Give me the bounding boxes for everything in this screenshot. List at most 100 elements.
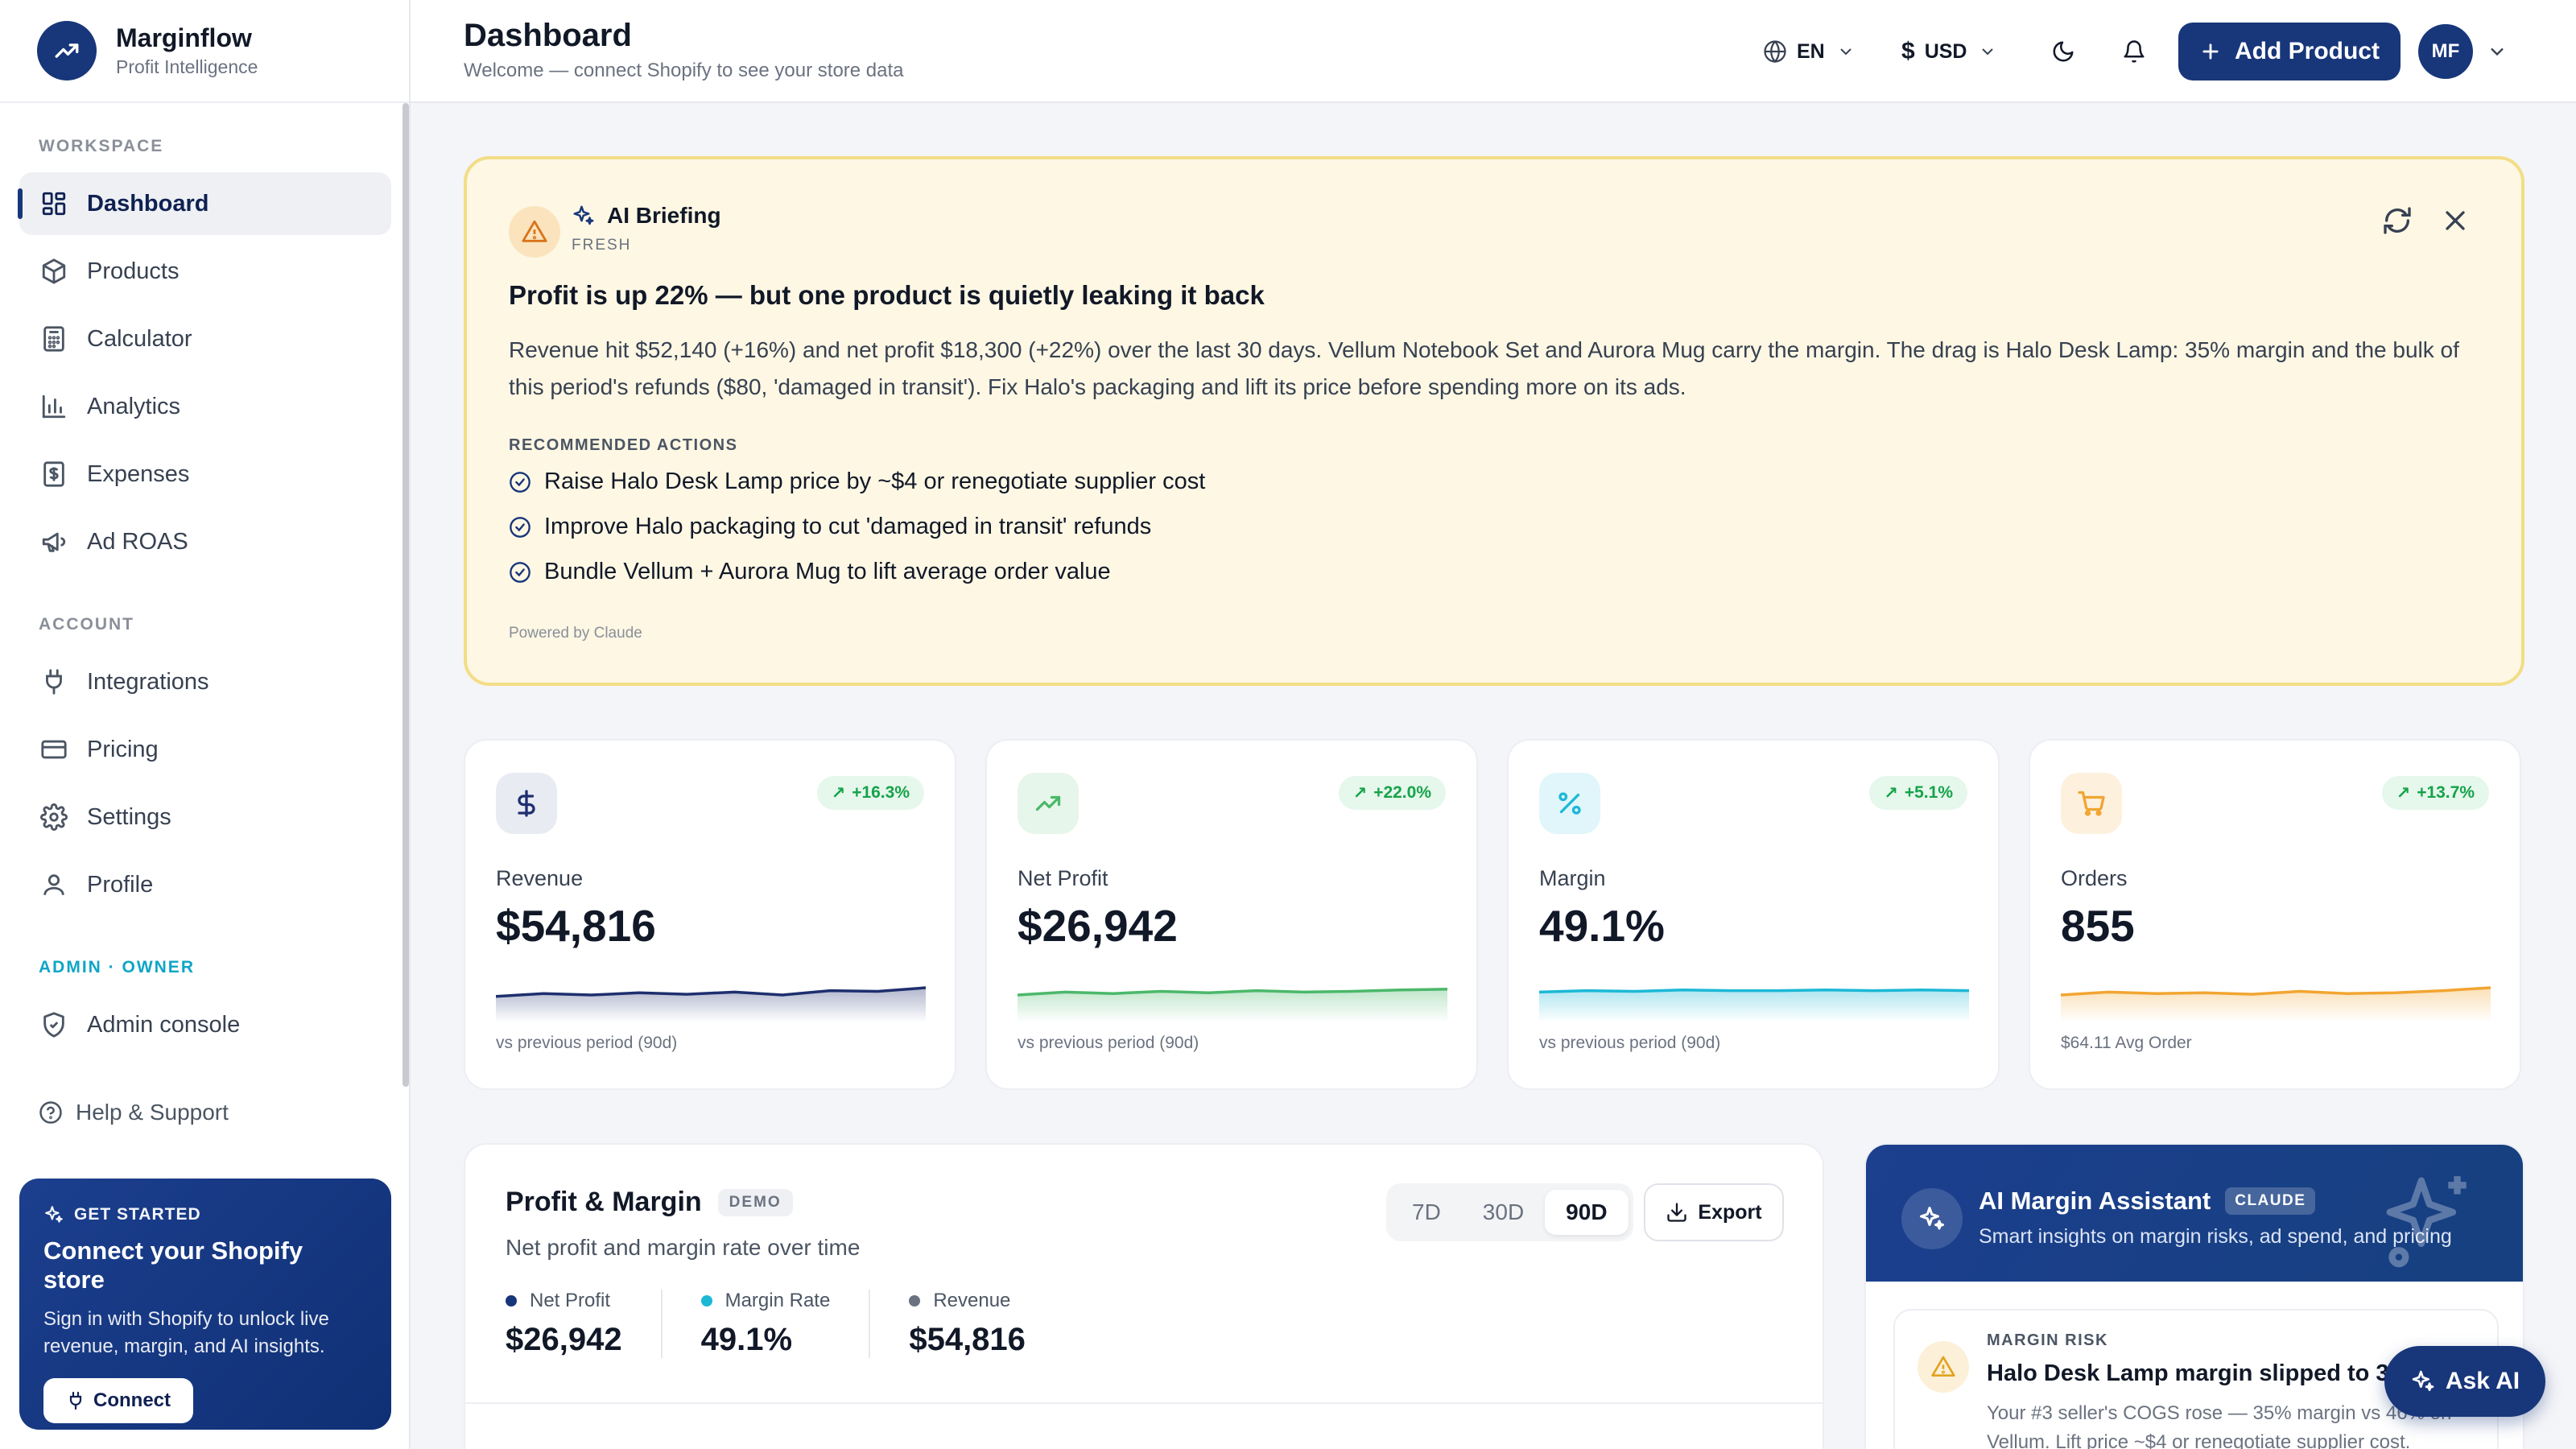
sidebar-item-dashboard[interactable]: Dashboard: [18, 172, 391, 235]
sidebar-scrollbar[interactable]: [402, 103, 409, 1087]
kpi-card-net-profit[interactable]: ↗ +22.0% Net Profit $26,942 vs previous p…: [985, 739, 1478, 1090]
section-label-admin: ADMIN · OWNER: [39, 958, 195, 976]
briefing-body: Revenue hit $52,140 (+16%) and net profi…: [509, 337, 2459, 399]
receipt-icon: [43, 461, 64, 487]
globe-icon: [1764, 40, 1786, 64]
assistant-title: AI Margin Assistant CLAUDE: [1979, 1187, 2316, 1216]
warning-icon: [509, 206, 560, 258]
shield-icon: [43, 1012, 64, 1038]
add-product-label: Add Product: [2235, 38, 2380, 64]
avatar[interactable]: MF: [2418, 24, 2473, 79]
theme-toggle[interactable]: [2051, 0, 2075, 103]
assistant-subtitle: Smart insights on margin risks, ad spend…: [1979, 1225, 2452, 1248]
bar-chart-icon: [42, 394, 66, 419]
range-7d[interactable]: 7D: [1412, 1199, 1441, 1224]
kpi-card-orders[interactable]: ↗ +13.7% Orders 855 $64.11 Avg Order: [2029, 739, 2521, 1090]
arrow-up-right-icon: ↗: [831, 783, 846, 803]
stat-value: $26,942: [506, 1322, 622, 1357]
sidebar-item-pricing[interactable]: Pricing: [19, 718, 391, 781]
ask-ai-button[interactable]: Ask AI: [2384, 1346, 2545, 1417]
help-circle-icon: [39, 1101, 62, 1124]
percent-icon: [1539, 773, 1600, 834]
range-30d[interactable]: 30D: [1482, 1199, 1525, 1224]
currency-selector[interactable]: $ USD: [1901, 0, 1997, 103]
notifications-button[interactable]: [2122, 0, 2146, 103]
sidebar-item-analytics[interactable]: Analytics: [19, 375, 391, 438]
claude-badge: CLAUDE: [2225, 1187, 2316, 1215]
sidebar-item-label: Ad ROAS: [87, 528, 188, 555]
briefing-label: AI Briefing: [607, 203, 721, 228]
kpi-card-revenue[interactable]: ↗ +16.3% Revenue $54,816 vs previous peri…: [464, 739, 956, 1090]
gear-icon: [40, 803, 68, 831]
recommended-action: Improve Halo packaging to cut 'damaged i…: [509, 514, 1151, 540]
sidebar-item-label: Calculator: [87, 325, 192, 352]
currency-value: USD: [1924, 39, 1967, 63]
sidebar-item-profile[interactable]: Profile: [19, 853, 391, 916]
language-selector[interactable]: EN: [1763, 0, 1856, 103]
export-button[interactable]: Export: [1644, 1183, 1784, 1241]
trending-up-icon[interactable]: [37, 21, 97, 80]
legend-dot: [700, 1295, 712, 1307]
range-selector: 7D 30D 90D: [1386, 1183, 1633, 1241]
briefing-header: AI Briefing: [572, 203, 721, 229]
check-circle-icon: [510, 516, 530, 538]
sidebar-item-settings[interactable]: Settings: [19, 786, 391, 848]
page-subtitle: Welcome — connect Shopify to see your st…: [464, 60, 904, 81]
kpi-sparkline: [496, 986, 926, 1022]
kpi-card-margin[interactable]: ↗ +5.1% Margin 49.1% vs previous period (…: [1507, 739, 2000, 1090]
user-icon: [43, 874, 64, 895]
sidebar-item-admin-console[interactable]: Admin console: [19, 993, 391, 1056]
sidebar-item-label: Admin console: [87, 1011, 241, 1038]
range-90d[interactable]: 90D: [1545, 1190, 1629, 1235]
plus-icon: [2202, 43, 2219, 60]
action-text: Improve Halo packaging to cut 'damaged i…: [544, 514, 1152, 539]
sidebar-item-integrations[interactable]: Integrations: [19, 650, 391, 713]
kpi-value: 49.1%: [1539, 901, 1665, 951]
plug-icon: [46, 669, 62, 695]
sparkline-area: [2061, 988, 2491, 1022]
help-support-link[interactable]: Help & Support: [39, 1100, 229, 1125]
powered-by: Powered by Claude: [509, 625, 642, 642]
add-product-button[interactable]: Add Product: [2178, 23, 2401, 80]
refresh-icon[interactable]: [2381, 204, 2413, 237]
sparkline-area: [1018, 989, 1447, 1022]
sparkles-decoration-icon: [2386, 1176, 2467, 1268]
assistant-header: AI Margin Assistant CLAUDE Smart insight…: [1866, 1145, 2523, 1282]
profit-margin-title-text: Profit & Margin: [506, 1187, 702, 1217]
sparkles-icon: [2412, 1370, 2434, 1391]
sidebar-item-products[interactable]: Products: [19, 240, 391, 303]
language-value: EN: [1797, 39, 1825, 63]
action-text: Bundle Vellum + Aurora Mug to lift avera…: [544, 559, 1111, 584]
megaphone-icon: [42, 532, 66, 552]
sparkline-line: [496, 986, 926, 998]
arrow-up-right-icon: ↗: [1884, 783, 1898, 803]
arrow-up-right-icon: ↗: [2396, 783, 2411, 803]
kpi-change-badge: ↗ +22.0%: [1338, 776, 1446, 810]
sparkline-line: [1018, 988, 1447, 997]
chevron-down-icon[interactable]: [2486, 40, 2508, 63]
stat-value: $54,816: [909, 1322, 1026, 1357]
kpi-label: Orders: [2061, 866, 2128, 890]
warning-icon: [1918, 1341, 1969, 1393]
sidebar-item-expenses[interactable]: Expenses: [19, 443, 391, 506]
check-circle-icon: [510, 471, 530, 493]
shopping-cart-icon: [2061, 773, 2122, 834]
cta-tag: GET STARTED: [74, 1205, 201, 1224]
kpi-change: +16.3%: [852, 783, 910, 802]
stat-label: Margin Rate: [724, 1290, 831, 1311]
brand-subtitle: Profit Intelligence: [116, 56, 258, 77]
margin-risk-item[interactable]: MARGIN RISK Halo Desk Lamp margin slippe…: [1893, 1309, 2499, 1449]
kpi-footer: vs previous period (90d): [496, 1034, 678, 1052]
sidebar-item-label: Dashboard: [87, 190, 209, 217]
sidebar-item-ad-roas[interactable]: Ad ROAS: [19, 510, 391, 573]
profit-margin-subtitle: Net profit and margin rate over time: [506, 1235, 861, 1260]
profit-margin-title: Profit & Margin DEMO: [506, 1187, 793, 1218]
sidebar-item-calculator[interactable]: Calculator: [19, 308, 391, 370]
demo-badge: DEMO: [717, 1188, 793, 1216]
section-label-account: ACCOUNT: [39, 615, 134, 634]
connect-button[interactable]: Connect: [43, 1378, 193, 1423]
brand-name: Marginflow: [116, 23, 252, 52]
stat-revenue: Revenue $54,816: [909, 1290, 1064, 1358]
divider: [465, 1402, 1823, 1404]
close-icon[interactable]: [2439, 204, 2471, 237]
